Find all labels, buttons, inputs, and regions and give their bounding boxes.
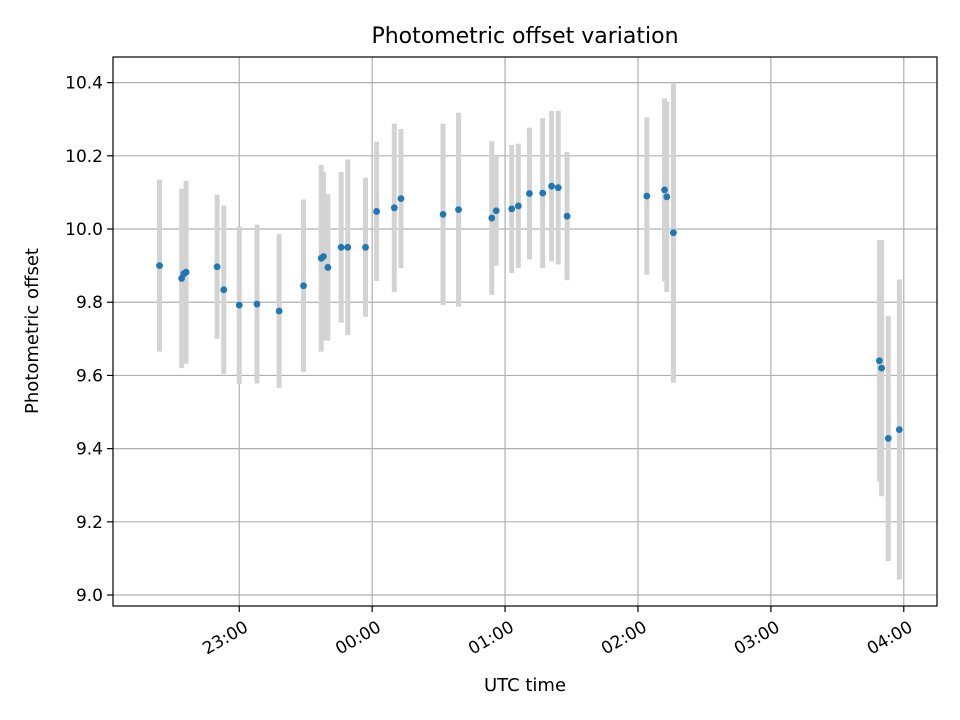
data-point — [554, 184, 562, 192]
data-point — [670, 229, 677, 237]
data-point — [213, 263, 221, 271]
y-tick-label: 9.0 — [76, 586, 103, 606]
data-point — [337, 243, 345, 251]
data-point — [661, 186, 668, 194]
data-points — [156, 182, 903, 442]
data-point — [439, 210, 447, 218]
y-tick-label: 10.2 — [65, 147, 103, 167]
y-tick-label: 9.8 — [76, 293, 103, 313]
data-point — [455, 206, 462, 214]
data-point — [220, 286, 228, 294]
y-tick-label: 10.4 — [65, 74, 103, 94]
data-point — [643, 192, 651, 200]
chart-title: Photometric offset variation — [371, 24, 678, 49]
data-point — [508, 205, 516, 213]
y-axis-label: Photometric offset — [22, 248, 43, 414]
data-point — [275, 307, 283, 315]
data-point — [156, 262, 163, 270]
data-point — [488, 214, 496, 222]
y-tick-label: 9.4 — [76, 440, 103, 460]
data-point — [884, 434, 892, 442]
data-point — [373, 208, 380, 215]
data-point — [253, 300, 261, 308]
grid — [113, 57, 937, 606]
data-point — [548, 182, 555, 190]
data-point — [300, 282, 307, 290]
data-point — [514, 202, 522, 210]
data-point — [390, 204, 398, 212]
data-point — [324, 264, 332, 271]
data-point — [876, 357, 883, 365]
data-point — [563, 212, 571, 220]
data-point — [539, 189, 547, 197]
y-tick-label: 9.2 — [76, 513, 103, 533]
data-point — [182, 268, 190, 276]
data-point — [492, 207, 500, 215]
y-tick-label: 10.0 — [65, 220, 103, 240]
y-tick-label: 9.6 — [76, 366, 103, 386]
data-point — [344, 243, 352, 251]
data-point — [663, 193, 671, 201]
data-point — [235, 301, 243, 309]
data-point — [362, 243, 369, 251]
y-axis-ticks: 9.0 9.2 9.4 9.6 9.8 10.0 10.2 10.4 — [65, 74, 113, 606]
x-axis-label: UTC time — [484, 675, 566, 696]
plot-frame — [112, 56, 938, 607]
data-point — [895, 426, 903, 433]
data-point — [397, 195, 405, 203]
data-point — [320, 253, 327, 260]
data-point — [878, 364, 886, 372]
data-point — [526, 190, 533, 197]
